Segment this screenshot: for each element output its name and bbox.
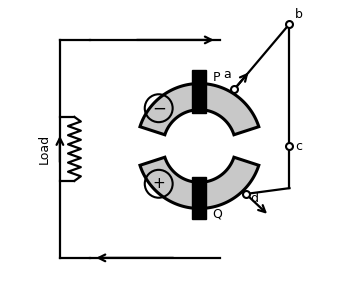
Text: d: d: [250, 192, 258, 206]
Bar: [192, 70, 206, 113]
Bar: [192, 177, 206, 219]
Text: P: P: [213, 71, 220, 84]
Polygon shape: [140, 157, 259, 208]
Text: Q: Q: [213, 208, 222, 221]
Polygon shape: [140, 84, 259, 135]
Text: c: c: [295, 140, 302, 152]
Text: −: −: [152, 99, 166, 117]
Text: a: a: [223, 68, 231, 81]
Text: +: +: [152, 176, 165, 191]
Text: Load: Load: [38, 134, 51, 164]
Text: b: b: [295, 8, 303, 21]
